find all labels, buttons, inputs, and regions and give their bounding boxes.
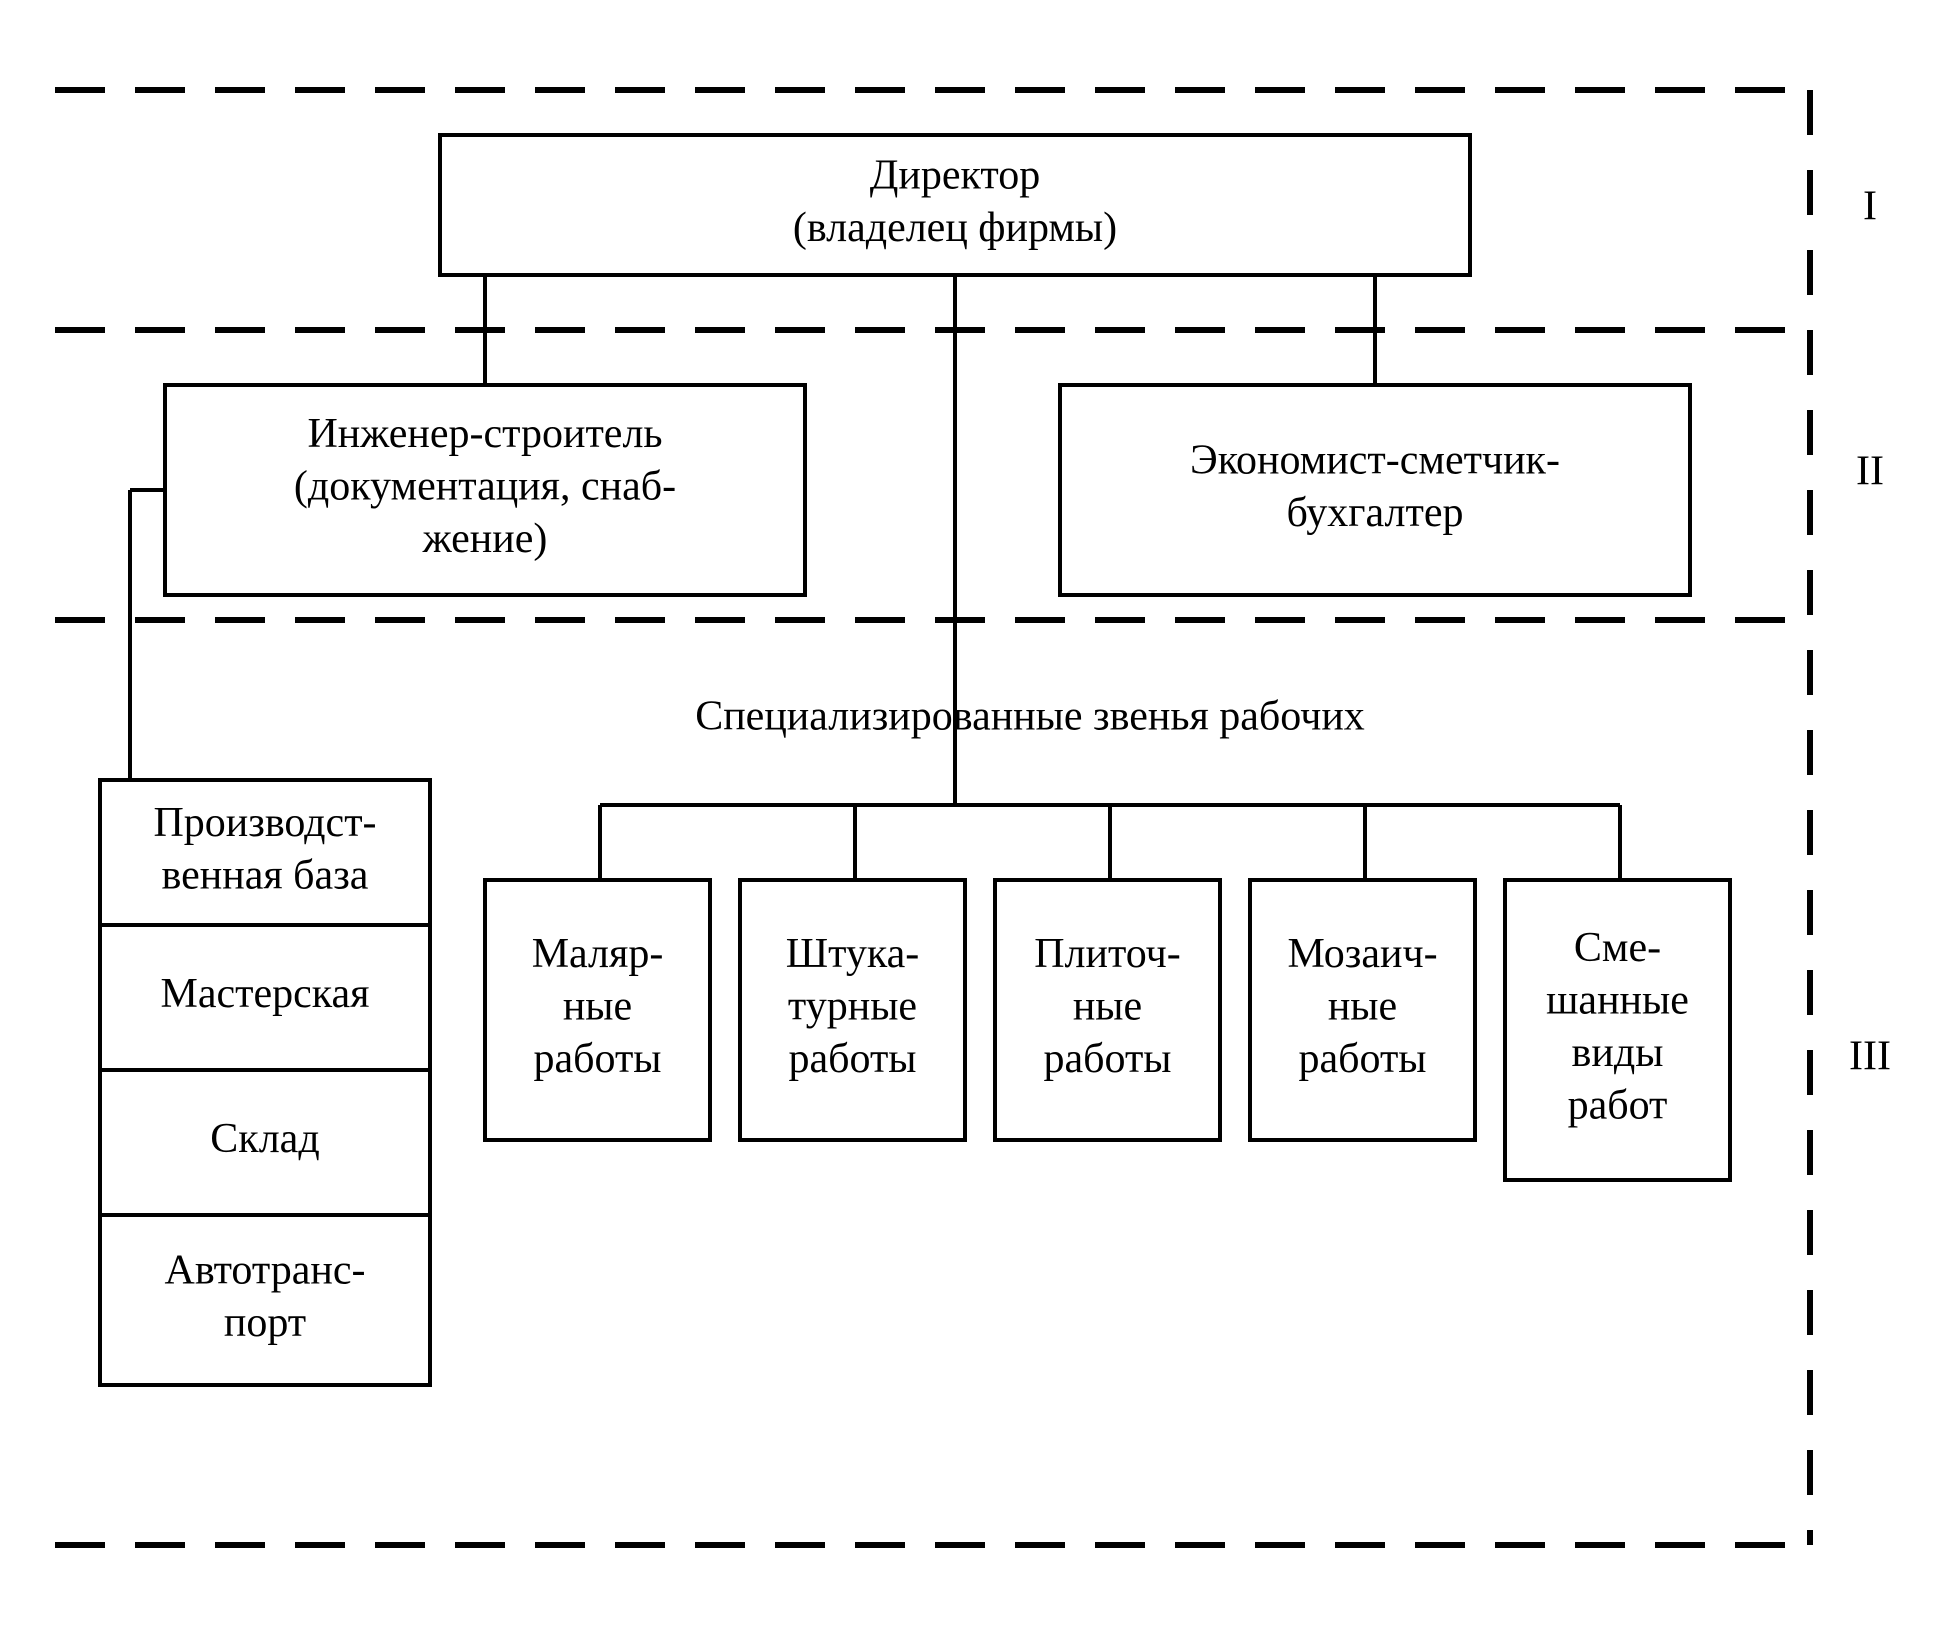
- node-fac2: Склад: [100, 1070, 430, 1215]
- node-w2-line-1: ные: [1073, 984, 1142, 1030]
- node-w0-line-1: ные: [563, 984, 632, 1030]
- node-economist-line-0: Экономист-сметчик-: [1190, 437, 1560, 483]
- node-fac0: Производст-венная база: [100, 780, 430, 925]
- node-engineer-line-0: Инженер-строитель: [307, 411, 662, 457]
- node-engineer-line-1: (документация, снаб-: [294, 464, 676, 510]
- node-w0: Маляр-ные работы: [485, 880, 710, 1140]
- node-w4-line-3: работ: [1568, 1082, 1668, 1128]
- node-w0-line-0: Маляр-: [532, 931, 664, 977]
- node-economist: Экономист-сметчик-бухгалтер: [1060, 385, 1690, 595]
- node-w4-line-0: Сме-: [1574, 925, 1661, 971]
- node-w3-line-0: Мозаич-: [1287, 931, 1437, 977]
- level-label-0: I: [1863, 184, 1877, 230]
- node-w1-line-0: Штука-: [786, 931, 920, 977]
- node-fac1: Мастерская: [100, 925, 430, 1070]
- node-engineer: Инженер-строитель (документация, снаб-жен…: [165, 385, 805, 595]
- org-chart-diagram: IIIIIIДиректор(владелец фирмы)Инженер-ст…: [0, 0, 1944, 1637]
- node-w1-line-2: работы: [788, 1036, 916, 1082]
- node-w4: Сме-шанные виды работ: [1505, 880, 1730, 1180]
- node-w3-line-2: работы: [1298, 1036, 1426, 1082]
- node-w1-line-1: турные: [788, 984, 917, 1030]
- node-director-line-1: (владелец фирмы): [793, 205, 1117, 251]
- node-fac3-line-1: порт: [224, 1300, 306, 1346]
- node-w1: Штука-турные работы: [740, 880, 965, 1140]
- node-w3-line-1: ные: [1328, 984, 1397, 1030]
- node-w2-line-2: работы: [1043, 1036, 1171, 1082]
- node-fac1-line-0: Мастерская: [161, 971, 370, 1017]
- node-director-line-0: Директор: [870, 152, 1040, 198]
- node-w0-line-2: работы: [533, 1036, 661, 1082]
- node-fac0-line-1: венная база: [162, 852, 369, 898]
- node-w2-line-0: Плиточ-: [1034, 931, 1181, 977]
- level-label-2: III: [1849, 1034, 1891, 1080]
- level-label-1: II: [1856, 449, 1884, 495]
- node-fac3: Автотранс-порт: [100, 1215, 430, 1385]
- node-economist-line-1: бухгалтер: [1287, 490, 1464, 536]
- node-w4-line-1: шанные: [1546, 977, 1689, 1023]
- node-director: Директор (владелец фирмы): [440, 135, 1470, 275]
- node-fac3-line-0: Автотранс-: [165, 1247, 366, 1293]
- node-w3: Мозаич-ные работы: [1250, 880, 1475, 1140]
- node-fac2-line-0: Склад: [210, 1116, 319, 1162]
- node-w2: Плиточ-ные работы: [995, 880, 1220, 1140]
- node-w4-line-2: виды: [1572, 1030, 1664, 1076]
- node-fac0-line-0: Производст-: [153, 800, 376, 846]
- node-engineer-line-2: жение): [422, 516, 548, 562]
- specialized-teams-label: Специализированные звенья рабочих: [695, 694, 1365, 740]
